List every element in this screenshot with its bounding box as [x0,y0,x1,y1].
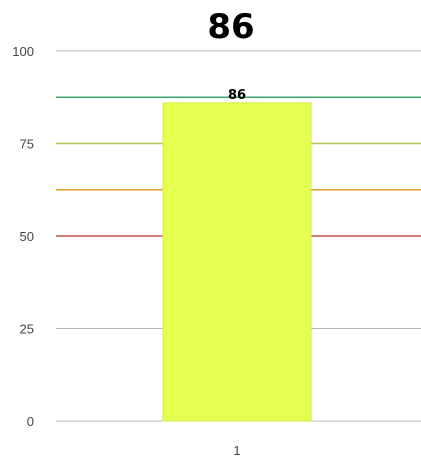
y-tick-label: 100 [12,44,34,59]
x-axis: 1 [233,443,240,458]
y-tick-label: 25 [20,322,34,337]
bars: 86 [162,88,312,422]
y-tick-label: 75 [20,137,34,152]
chart-title: 86 [207,7,254,47]
x-tick-label: 1 [233,443,240,458]
y-axis: 0 25 50 75 100 [12,44,34,429]
bar [162,102,312,422]
bar-data-label: 86 [228,88,246,103]
y-tick-label: 50 [20,229,34,244]
y-tick-label: 0 [27,414,34,429]
